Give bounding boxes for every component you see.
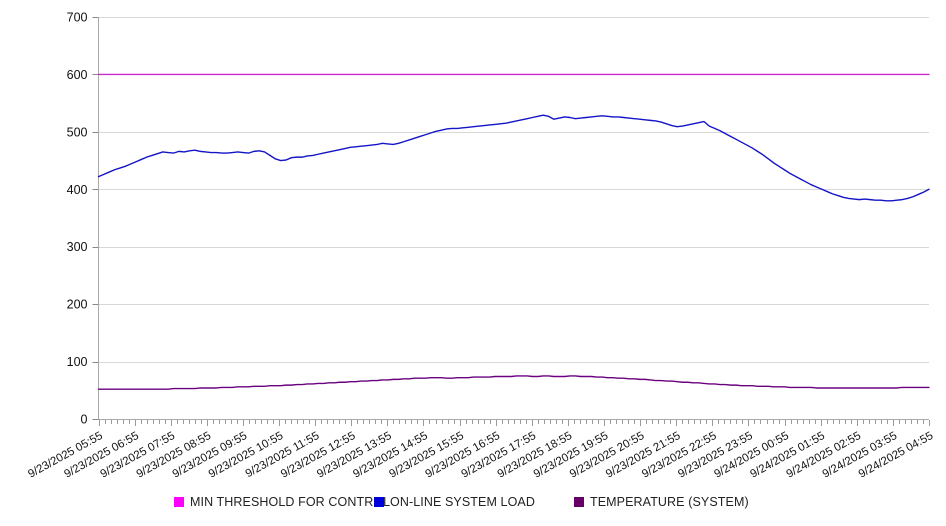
axis-lines — [98, 17, 929, 420]
legend-label: MIN THRESHOLD FOR CONTROL — [190, 495, 390, 509]
y-tick-label: 100 — [67, 355, 88, 369]
legend-item-1[interactable]: ON-LINE SYSTEM LOAD — [374, 495, 535, 509]
legend-label: TEMPERATURE (SYSTEM) — [590, 495, 749, 509]
chart-legend: MIN THRESHOLD FOR CONTROL ON-LINE SYSTEM … — [174, 495, 749, 509]
x-axis-labels: 9/23/2025 05:559/23/2025 06:559/23/2025 … — [26, 430, 935, 481]
legend-item-2[interactable]: TEMPERATURE (SYSTEM) — [574, 495, 749, 509]
legend-swatch — [574, 497, 584, 507]
grid-lines — [98, 17, 929, 420]
legend-swatch — [174, 497, 184, 507]
y-tick-label: 200 — [67, 298, 88, 312]
y-tick-label: 700 — [67, 11, 88, 25]
data-series — [97, 73, 930, 390]
y-tick-label: 300 — [67, 240, 88, 254]
y-axis-ticks: 0 100 200 300 400 500 600 700 — [67, 11, 99, 427]
y-tick-label: 0 — [81, 413, 88, 427]
x-axis-ticks — [99, 420, 930, 426]
series-line-1 — [97, 114, 930, 202]
y-tick-label: 400 — [67, 183, 88, 197]
series-line-2 — [97, 375, 930, 390]
legend-swatch — [374, 497, 384, 507]
y-tick-label: 500 — [67, 125, 88, 139]
y-tick-label: 600 — [67, 68, 88, 82]
legend-item-0[interactable]: MIN THRESHOLD FOR CONTROL — [174, 495, 390, 509]
legend-label: ON-LINE SYSTEM LOAD — [390, 495, 535, 509]
